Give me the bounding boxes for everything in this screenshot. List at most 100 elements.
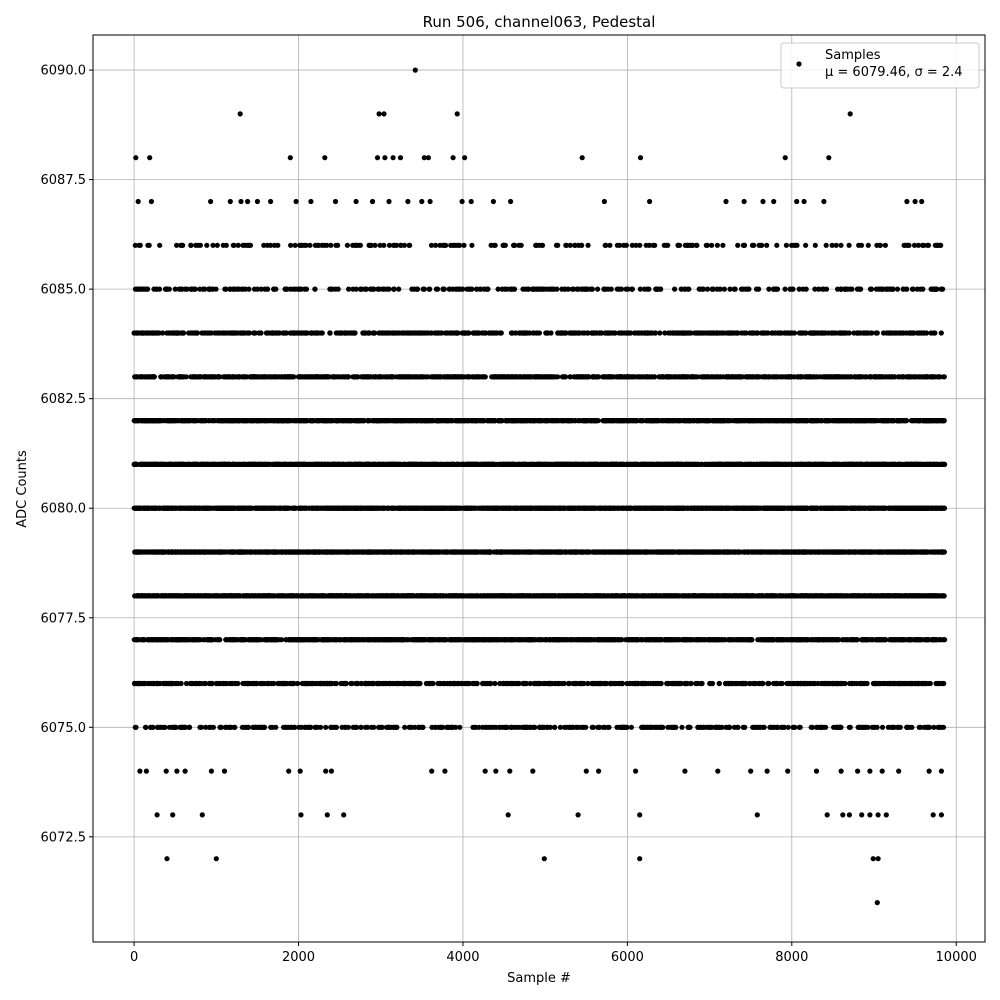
data-point [771,198,777,205]
data-point [607,505,613,511]
data-point [855,768,861,774]
data-point [636,461,642,467]
data-point [633,768,639,774]
data-point [601,198,608,205]
data-point [154,812,160,818]
data-point [230,461,237,467]
data-point [397,155,404,161]
data-point [865,505,871,511]
data-point [148,198,154,205]
data-point [169,505,176,511]
data-point [381,111,387,117]
data-point [405,198,411,205]
data-point [838,768,844,774]
data-point [273,461,279,467]
data-point [482,768,488,774]
data-point [612,505,619,511]
data-point [293,198,299,205]
data-point [913,505,920,511]
data-point [414,505,420,511]
data-point [874,900,880,906]
data-point [505,812,511,818]
data-point [840,812,846,818]
data-point [809,505,816,511]
data-point [282,505,289,511]
data-point [685,461,691,467]
data-point [858,461,864,467]
data-point [332,505,338,511]
data-point [904,198,910,205]
data-point [409,505,416,511]
data-point [746,505,752,511]
data-point [238,198,244,205]
data-point [254,198,260,205]
data-point [459,198,465,205]
data-point [372,505,378,511]
data-point [242,461,248,467]
data-point [875,812,881,818]
data-point [229,505,235,511]
data-point [199,812,205,818]
data-point [157,461,163,467]
data-point [867,461,873,467]
data-point [163,768,169,774]
data-point [813,768,820,774]
data-point [210,461,216,467]
data-point [925,505,931,511]
data-point [926,768,932,774]
data-point [306,461,312,467]
data-point [867,812,873,818]
data-point [216,505,222,511]
data-point [427,198,433,205]
data-point [250,461,256,467]
data-point [707,461,713,467]
data-point [490,198,496,205]
data-point [731,505,737,511]
data-point [293,461,299,467]
data-point [380,461,386,467]
data-point [380,505,386,511]
data-point [386,198,392,205]
data-point [257,505,263,511]
data-point [571,461,577,467]
data-point [600,461,606,467]
data-point [741,198,747,205]
data-point [202,461,208,467]
data-point [621,505,627,511]
data-point [269,505,275,511]
data-point [468,198,474,205]
data-point [182,768,188,774]
data-point [740,505,746,511]
data-point [596,768,602,774]
data-point [873,505,879,511]
data-point [208,198,214,205]
data-point [227,198,233,205]
data-point [507,768,513,774]
data-point [843,505,849,511]
data-point [760,198,766,205]
data-point [876,461,883,467]
data-point [768,505,774,511]
data-point [372,461,378,467]
data-point [245,198,251,205]
data-point [892,505,898,511]
data-point [424,505,430,511]
data-point [794,505,800,511]
data-point [708,505,715,511]
data-point [358,505,364,511]
data-point [297,768,303,774]
data-point [382,155,388,161]
data-point [933,461,939,467]
data-point [475,505,481,511]
data-point [637,155,644,161]
data-point [355,461,362,467]
data-point [324,505,330,511]
data-point [643,461,649,467]
data-point [682,768,688,774]
data-point [430,461,436,467]
data-point [870,856,876,862]
data-point [723,198,729,205]
data-point [312,461,318,467]
data-point [627,505,633,511]
